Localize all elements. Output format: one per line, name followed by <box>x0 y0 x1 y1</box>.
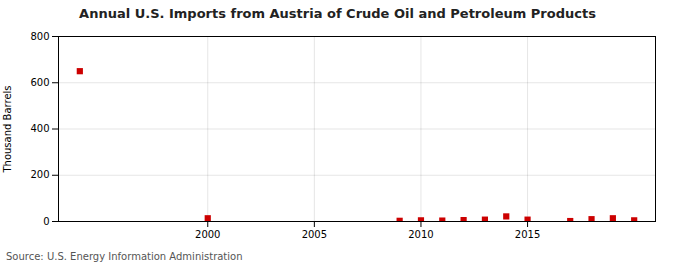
svg-text:400: 400 <box>30 123 49 134</box>
svg-text:0: 0 <box>43 216 49 227</box>
svg-text:600: 600 <box>30 77 49 88</box>
svg-text:2015: 2015 <box>515 229 540 240</box>
svg-text:2000: 2000 <box>195 229 220 240</box>
html-text:Annual U.S. Imports from Austr: Annual U.S. Imports from Austria of Crud… <box>79 6 596 21</box>
svg-text:800: 800 <box>30 31 49 42</box>
svg-text:2010: 2010 <box>408 229 433 240</box>
svg-text:Thousand Barrels: Thousand Barrels <box>2 85 13 173</box>
svg-text:2005: 2005 <box>302 229 327 240</box>
svg-text:200: 200 <box>30 169 49 180</box>
html-text:Source: U.S. Energy Informatio: Source: U.S. Energy Information Administ… <box>6 251 243 262</box>
